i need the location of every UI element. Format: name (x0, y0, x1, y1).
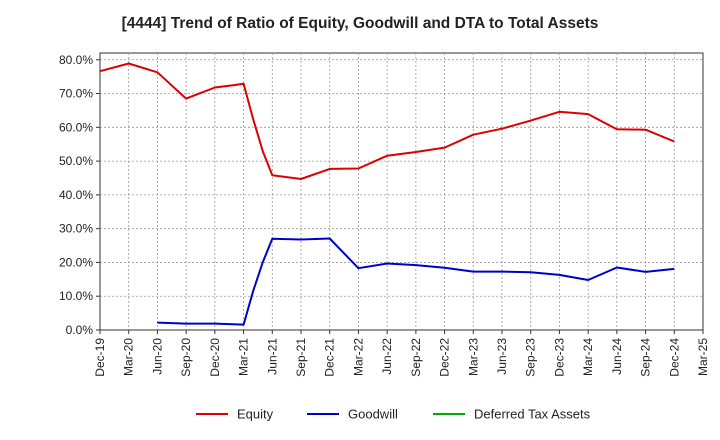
y-tick-label: 30.0% (59, 222, 93, 236)
series-line-equity (99, 62, 675, 180)
x-tick-label: Dec-21 (323, 338, 337, 377)
y-tick-label: 20.0% (59, 255, 93, 269)
legend-label: Equity (237, 407, 274, 422)
legend-label: Deferred Tax Assets (474, 407, 591, 422)
plot-area (99, 52, 704, 331)
x-tick-label: Mar-23 (466, 338, 480, 376)
y-tick-label: 60.0% (59, 120, 93, 134)
y-tick-label: 50.0% (59, 154, 93, 168)
x-tick-label: Jun-23 (495, 338, 509, 375)
x-tick-label: Jun-21 (265, 338, 279, 375)
y-tick-label: 40.0% (59, 188, 93, 202)
x-tick-label: Mar-25 (696, 338, 710, 376)
x-tick-label: Mar-20 (122, 338, 136, 376)
x-tick-label: Jun-24 (610, 338, 624, 375)
x-tick-label: Dec-23 (552, 338, 566, 377)
legend-label: Goodwill (348, 407, 398, 422)
y-tick-label: 80.0% (59, 53, 93, 67)
x-tick-label: Sep-21 (294, 338, 308, 377)
x-tick-label: Mar-22 (351, 338, 365, 376)
x-tick-label: Jun-20 (150, 338, 164, 375)
x-tick-label: Sep-20 (179, 338, 193, 377)
series-line-goodwill (157, 237, 675, 326)
x-tick-label: Mar-21 (237, 338, 251, 376)
x-tick-label: Dec-22 (438, 338, 452, 377)
x-tick-label: Dec-19 (93, 338, 107, 377)
y-tick-label: 10.0% (59, 289, 93, 303)
x-tick-label: Jun-22 (380, 338, 394, 375)
x-tick-label: Sep-24 (639, 338, 653, 377)
x-tick-label: Dec-24 (667, 338, 681, 377)
y-tick-label: 0.0% (66, 323, 94, 337)
x-tick-label: Sep-23 (524, 338, 538, 377)
y-tick-label: 70.0% (59, 87, 93, 101)
chart-title: [4444] Trend of Ratio of Equity, Goodwil… (121, 15, 599, 32)
x-tick-label: Sep-22 (409, 338, 423, 377)
x-tick-label: Mar-24 (581, 338, 595, 376)
x-tick-label: Dec-20 (208, 338, 222, 377)
